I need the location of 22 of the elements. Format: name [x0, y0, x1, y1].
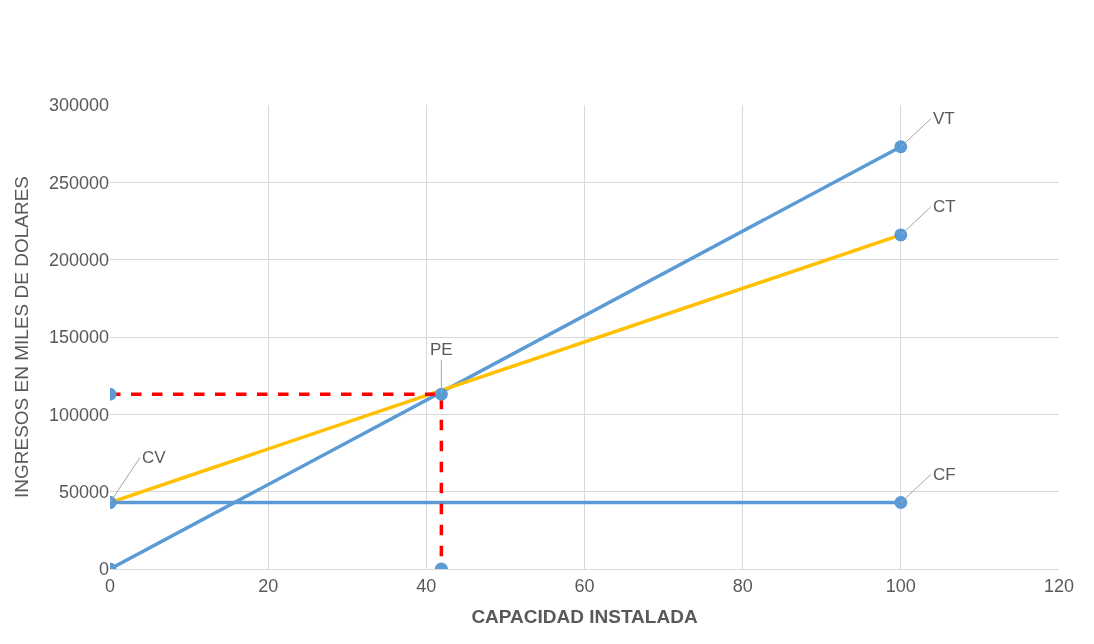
- x-tick-label: 80: [732, 575, 753, 596]
- y-tick-label: 100000: [48, 404, 109, 425]
- x-tick-label: 100: [885, 575, 916, 596]
- y-tick-label: 50000: [58, 481, 109, 502]
- y-tick-label: 200000: [48, 249, 109, 270]
- y-tick-label: 150000: [48, 327, 109, 348]
- y-tick-label: 0: [98, 559, 109, 580]
- annotation: CV: [142, 448, 167, 467]
- annotation: PE: [430, 340, 453, 359]
- series-label: CF: [933, 465, 956, 484]
- y-axis-title: INGRESOS EN MILES DE DOLARES: [10, 175, 32, 499]
- y-tick-label: 300000: [48, 95, 109, 116]
- x-tick-label: 20: [258, 575, 279, 596]
- series-label: VT: [933, 109, 955, 128]
- x-tick-label: 120: [1043, 575, 1075, 596]
- x-axis-title: CAPACIDAD INSTALADA: [471, 606, 698, 628]
- y-tick-label: 250000: [48, 172, 109, 193]
- point: [894, 140, 908, 154]
- x-tick-label: 60: [574, 575, 595, 596]
- x-tick-label: 40: [416, 575, 437, 596]
- series-label: CT: [933, 197, 956, 216]
- point: [894, 495, 908, 509]
